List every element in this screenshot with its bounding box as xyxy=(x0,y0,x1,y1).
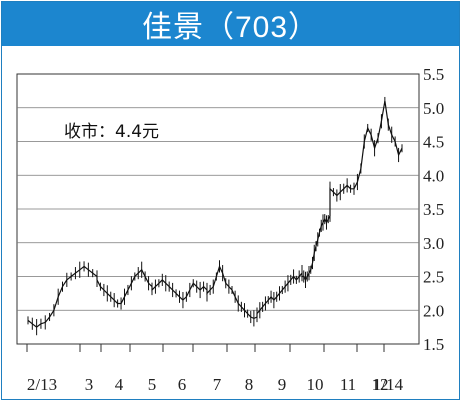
close-price-annotation: 收市：4.4元 xyxy=(64,122,159,142)
x-tick-label: 1/14 xyxy=(373,375,404,394)
x-tick-label: 2/13 xyxy=(27,375,57,394)
y-tick-label: 4.0 xyxy=(423,166,444,185)
x-tick-label: 11 xyxy=(340,375,356,394)
y-tick-label: 3.0 xyxy=(423,234,444,253)
y-tick-label: 2.5 xyxy=(423,268,444,287)
y-tick-label: 1.5 xyxy=(423,335,444,354)
x-tick-label: 10 xyxy=(307,375,324,394)
x-tick-label: 5 xyxy=(148,375,157,394)
y-tick-label: 4.5 xyxy=(423,133,444,152)
y-tick-label: 5.5 xyxy=(423,65,444,84)
x-tick-label: 12 xyxy=(372,375,389,394)
x-tick-label: 7 xyxy=(213,375,222,394)
x-tick-label: 4 xyxy=(115,375,124,394)
x-tick-label: 3 xyxy=(85,375,94,394)
y-tick-label: 3.5 xyxy=(423,200,444,219)
x-tick-label: 8 xyxy=(245,375,254,394)
x-tick-label: 6 xyxy=(178,375,187,394)
price-line xyxy=(27,100,403,328)
chart-title: 佳景（703） xyxy=(2,2,459,46)
x-tick-label: 9 xyxy=(278,375,287,394)
y-tick-label: 5.0 xyxy=(423,99,444,118)
y-tick-label: 2.0 xyxy=(423,301,444,320)
